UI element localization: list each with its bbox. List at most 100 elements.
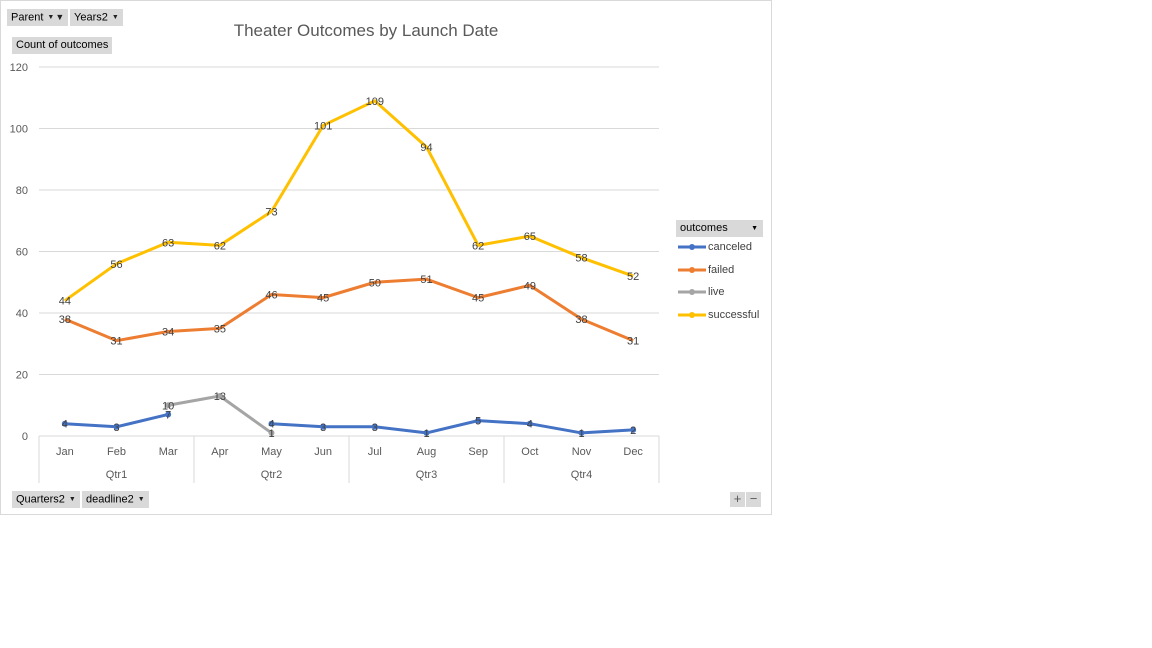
dropdown-arrow-icon: ▼ (68, 496, 76, 503)
x-tick-label: Apr (211, 446, 228, 458)
data-point-canceled (371, 423, 378, 430)
data-label-canceled: 3 (372, 422, 378, 434)
y-tick-label: 60 (16, 247, 28, 259)
dropdown-arrow-icon: ▼ (137, 496, 145, 503)
data-label-canceled: 1 (423, 428, 429, 440)
data-point-canceled (165, 411, 172, 418)
data-label-failed: 51 (420, 274, 432, 286)
value-field-label[interactable]: Count of outcomes (12, 37, 113, 54)
data-label-canceled: 3 (113, 422, 119, 434)
group-label: Qtr1 (106, 469, 127, 481)
y-tick-label: 100 (10, 124, 28, 136)
expand-field-button[interactable]: + (730, 492, 745, 507)
y-tick-label: 40 (16, 308, 28, 320)
dropdown-arrow-icon: ▼ (111, 14, 119, 21)
data-label-live: 1 (268, 428, 274, 440)
legend-marker-failed (678, 267, 706, 274)
data-label-failed: 35 (214, 323, 226, 335)
dropdown-arrow-icon: ▼ (47, 14, 55, 21)
x-tick-label: May (261, 446, 282, 458)
data-point-canceled (423, 429, 430, 436)
data-point-live (268, 429, 275, 436)
data-label-successful: 56 (110, 259, 122, 271)
y-tick-label: 0 (22, 431, 28, 443)
data-label-live: 10 (162, 400, 174, 412)
legend-label-live: live (708, 286, 725, 298)
data-label-successful: 73 (265, 207, 277, 219)
data-point-canceled (475, 417, 482, 424)
x-tick-label: Dec (623, 446, 643, 458)
data-label-successful: 94 (420, 142, 432, 154)
legend-item-live[interactable]: live (678, 284, 725, 300)
data-label-failed: 45 (472, 293, 484, 305)
data-point-canceled (320, 423, 327, 430)
y-tick-label: 120 (10, 62, 28, 74)
data-label-successful: 58 (575, 253, 587, 265)
data-point-canceled (578, 429, 585, 436)
data-label-successful: 62 (472, 240, 484, 252)
data-point-live (165, 402, 172, 409)
data-label-canceled: 4 (268, 419, 274, 431)
data-label-failed: 49 (524, 280, 536, 292)
quarters-filter-button[interactable]: Quarters2 ▼ (12, 491, 80, 508)
deadline-filter-button[interactable]: deadline2 ▼ (82, 491, 149, 508)
data-point-canceled (630, 426, 637, 433)
data-label-failed: 45 (317, 293, 329, 305)
series-line-failed (64, 277, 634, 343)
data-point-canceled (526, 420, 533, 427)
data-label-canceled: 5 (475, 416, 481, 428)
x-tick-label: Nov (572, 446, 592, 458)
legend-label-successful: successful (708, 309, 760, 321)
x-tick-label: Jul (368, 446, 382, 458)
x-tick-label: Mar (159, 446, 178, 458)
x-tick-label: Jun (314, 446, 332, 458)
x-tick-label: Feb (107, 446, 126, 458)
data-label-canceled: 3 (320, 422, 326, 434)
legend-marker-live (678, 289, 706, 296)
data-point-canceled (61, 420, 68, 427)
group-label: Qtr4 (571, 469, 592, 481)
years-filter-button[interactable]: Years2 ▼ (70, 9, 123, 26)
data-label-failed: 50 (369, 277, 381, 289)
data-point-canceled (268, 420, 275, 427)
group-label: Qtr2 (261, 469, 282, 481)
legend-marker-successful (678, 312, 706, 319)
parent-filter-button[interactable]: Parent ▼▼ (7, 9, 68, 26)
legend-item-successful[interactable]: successful (678, 307, 759, 323)
data-label-canceled: 7 (165, 409, 171, 421)
data-label-canceled: 1 (578, 428, 584, 440)
quarters-filter-label: Quarters2 (16, 493, 65, 506)
chart-title: Theater Outcomes by Launch Date (234, 21, 499, 40)
line-chart: Theater Outcomes by Launch Date 0 20 40 60 80… (10, 21, 660, 483)
data-label-successful: 62 (214, 240, 226, 252)
data-label-failed: 38 (575, 314, 587, 326)
parent-filter-label: Parent (11, 11, 44, 24)
data-label-failed: 31 (110, 336, 122, 348)
x-tick-label: Oct (521, 446, 538, 458)
data-label-failed: 38 (59, 314, 71, 326)
data-point-canceled (113, 423, 120, 430)
legend-label-canceled: canceled (708, 241, 753, 253)
data-label-failed: 31 (627, 336, 639, 348)
x-tick-label: Jan (56, 446, 74, 458)
years-filter-label: Years2 (74, 11, 108, 24)
collapse-field-button[interactable]: − (746, 492, 761, 507)
deadline-filter-label: deadline2 (86, 493, 134, 506)
data-label-canceled: 4 (62, 419, 68, 431)
legend-item-canceled[interactable]: canceled (678, 239, 752, 255)
data-label-successful: 101 (314, 120, 332, 132)
y-tick-label: 80 (16, 185, 28, 197)
x-tick-label: Sep (468, 446, 488, 458)
data-label-canceled: 2 (630, 425, 636, 437)
data-point-live (216, 393, 223, 400)
y-tick-label: 20 (16, 370, 28, 382)
legend-item-failed[interactable]: failed (678, 262, 734, 278)
data-label-successful: 65 (524, 231, 536, 243)
legend-title: outcomes (680, 222, 728, 234)
data-label-live: 13 (214, 391, 226, 403)
legend-filter-button[interactable]: outcomes ▼ (676, 220, 763, 237)
data-label-successful: 63 (162, 237, 174, 249)
group-label: Qtr3 (416, 469, 437, 481)
legend-label-failed: failed (708, 264, 735, 276)
data-label-failed: 46 (265, 290, 277, 302)
